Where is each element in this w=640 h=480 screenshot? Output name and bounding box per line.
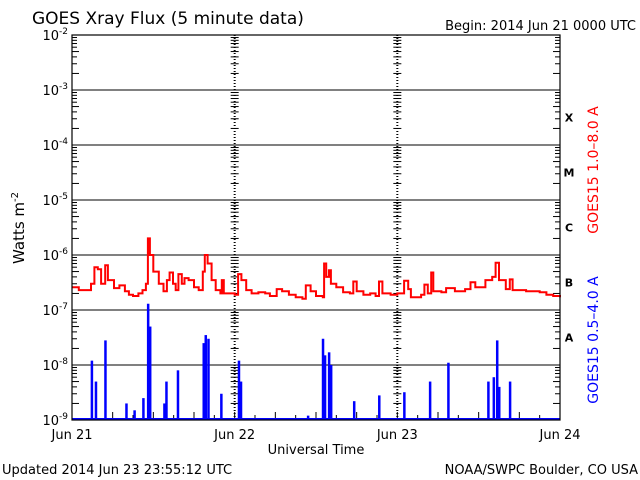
y-tick-exponent: -8 bbox=[59, 357, 68, 367]
y-tick-exponent: -2 bbox=[59, 27, 68, 37]
y-tick-label: 10-2 bbox=[42, 27, 68, 44]
y-axis-label: Watts m-2 bbox=[10, 192, 28, 264]
y-tick-exponent: -6 bbox=[59, 247, 68, 257]
data-spike bbox=[142, 398, 145, 419]
flare-class-x: X bbox=[565, 112, 574, 125]
y-tick-exponent: -5 bbox=[59, 192, 68, 202]
data-spike bbox=[487, 381, 490, 419]
x-tick-label: Jun 22 bbox=[213, 428, 255, 443]
y-tick-base: 10 bbox=[42, 194, 59, 209]
y-tick-exponent: -9 bbox=[59, 412, 68, 422]
data-spike bbox=[403, 392, 406, 419]
y-axis-label-sup: -2 bbox=[10, 192, 21, 202]
data-spike bbox=[428, 381, 432, 419]
y-tick-label: 10-6 bbox=[42, 247, 68, 264]
data-spike bbox=[492, 377, 496, 419]
updated-time: Updated 2014 Jun 23 23:55:12 UTC bbox=[2, 463, 232, 478]
y-tick-base: 10 bbox=[42, 139, 59, 154]
y-tick-label: 10-8 bbox=[42, 357, 68, 374]
x-tick-label: Jun 21 bbox=[51, 428, 93, 443]
data-spike bbox=[207, 338, 210, 419]
y-tick-label: 10-9 bbox=[42, 412, 68, 429]
data-spike bbox=[165, 381, 168, 419]
data-spike bbox=[352, 401, 356, 419]
y-tick-label: 10-3 bbox=[42, 82, 68, 99]
data-spike bbox=[237, 360, 241, 419]
data-spike bbox=[329, 365, 333, 419]
flare-class-labels: X M C B A bbox=[564, 112, 575, 345]
legend-short: GOES15 0.5–4.0 A bbox=[586, 276, 602, 404]
y-tick-base: 10 bbox=[42, 304, 59, 319]
data-spike bbox=[94, 381, 98, 419]
data-spike bbox=[323, 355, 327, 419]
y-tick-base: 10 bbox=[42, 414, 59, 429]
plot-frame bbox=[71, 34, 561, 421]
data-spike bbox=[104, 340, 107, 419]
data-spike bbox=[163, 403, 166, 419]
y-tick-label: 10-5 bbox=[42, 192, 68, 209]
data-spike bbox=[447, 362, 450, 419]
x-tick-label: Jun 24 bbox=[539, 428, 581, 443]
data-spike bbox=[146, 303, 150, 419]
data-spike bbox=[321, 338, 325, 419]
data-spike bbox=[495, 340, 499, 419]
data-spike bbox=[306, 415, 310, 419]
data-spike bbox=[90, 360, 94, 419]
y-tick-label: 10-7 bbox=[42, 302, 68, 319]
series-line-long bbox=[72, 237, 561, 300]
chart-title: GOES Xray Flux (5 minute data) bbox=[32, 9, 304, 29]
series-short-wavelength bbox=[72, 303, 560, 420]
data-spike bbox=[239, 381, 243, 419]
y-tick-labels: 10-210-310-410-510-610-710-810-9 bbox=[42, 27, 68, 429]
data-spike bbox=[508, 381, 512, 419]
y-tick-base: 10 bbox=[42, 84, 59, 99]
data-spike bbox=[204, 335, 208, 419]
flare-class-c: C bbox=[565, 222, 573, 235]
y-axis-label-text: Watts m bbox=[10, 202, 28, 264]
y-tick-exponent: -3 bbox=[59, 82, 68, 92]
data-spike bbox=[176, 370, 180, 419]
data-spike bbox=[498, 386, 501, 419]
y-tick-exponent: -7 bbox=[59, 302, 68, 312]
axis-ticks bbox=[72, 37, 560, 420]
data-spike bbox=[202, 343, 205, 419]
flare-class-a: A bbox=[565, 332, 574, 345]
y-tick-base: 10 bbox=[42, 249, 59, 264]
series-long-wavelength bbox=[72, 237, 561, 300]
flare-class-b: B bbox=[565, 277, 573, 290]
y-tick-label: 10-4 bbox=[42, 137, 68, 154]
data-spike bbox=[220, 393, 223, 419]
y-tick-exponent: -4 bbox=[59, 137, 68, 147]
data-spike bbox=[125, 403, 128, 419]
y-tick-base: 10 bbox=[42, 359, 59, 374]
data-spike bbox=[148, 326, 152, 419]
legend-long: GOES15 1.0–8.0 A bbox=[586, 106, 602, 234]
x-axis-label: Universal Time bbox=[268, 443, 365, 458]
y-tick-base: 10 bbox=[42, 29, 59, 44]
data-spike bbox=[378, 395, 381, 419]
data-spike bbox=[327, 352, 331, 419]
flare-class-m: M bbox=[564, 167, 575, 180]
data-source: NOAA/SWPC Boulder, CO USA bbox=[445, 463, 638, 478]
data-spike bbox=[133, 410, 136, 419]
x-tick-label: Jun 23 bbox=[376, 428, 418, 443]
x-tick-labels: Jun 21 Jun 22 Jun 23 Jun 24 bbox=[51, 428, 581, 443]
begin-time: Begin: 2014 Jun 21 0000 UTC bbox=[445, 19, 636, 34]
